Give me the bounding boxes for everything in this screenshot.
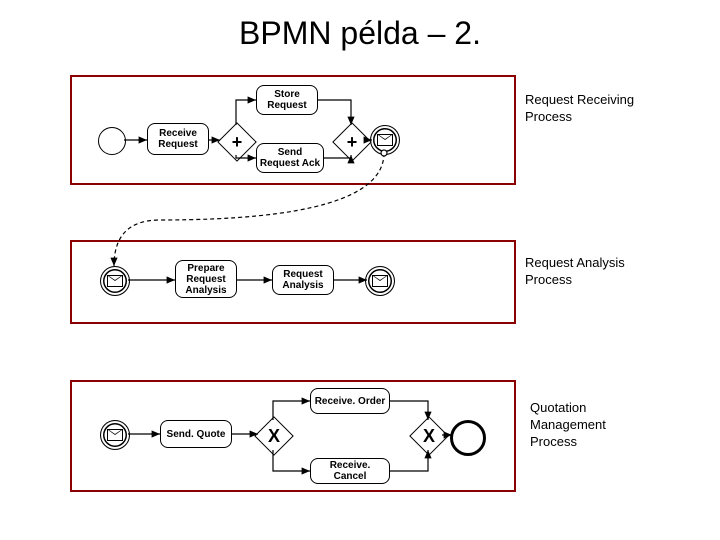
task-t4: Prepare Request Analysis — [175, 260, 237, 298]
task-t8: Receive. Cancel — [310, 458, 390, 484]
gateway-marker: + — [224, 129, 250, 155]
message-icon — [372, 275, 388, 287]
task-t1: Receive Request — [147, 123, 209, 155]
task-t3: Send Request Ack — [256, 143, 324, 173]
task-t5: Request Analysis — [272, 265, 334, 295]
gateway-marker: X — [261, 423, 287, 449]
event-e1 — [98, 127, 126, 155]
task-t7: Receive. Order — [310, 388, 390, 414]
gateway-marker: X — [416, 423, 442, 449]
event-e6 — [450, 420, 486, 456]
task-t6: Send. Quote — [160, 420, 232, 448]
event-e4 — [365, 266, 395, 296]
event-e3 — [100, 266, 130, 296]
pool-label-2: Quotation Management Process — [530, 400, 640, 451]
pool-label-0: Request Receiving Process — [525, 92, 635, 126]
message-icon — [377, 134, 393, 146]
event-e5 — [100, 420, 130, 450]
event-e2 — [370, 125, 400, 155]
gateway-marker: + — [339, 129, 365, 155]
task-t2: Store Request — [256, 85, 318, 115]
message-icon — [107, 275, 123, 287]
page-title: BPMN példa – 2. — [0, 0, 720, 62]
message-icon — [107, 429, 123, 441]
pool-label-1: Request Analysis Process — [525, 255, 635, 289]
